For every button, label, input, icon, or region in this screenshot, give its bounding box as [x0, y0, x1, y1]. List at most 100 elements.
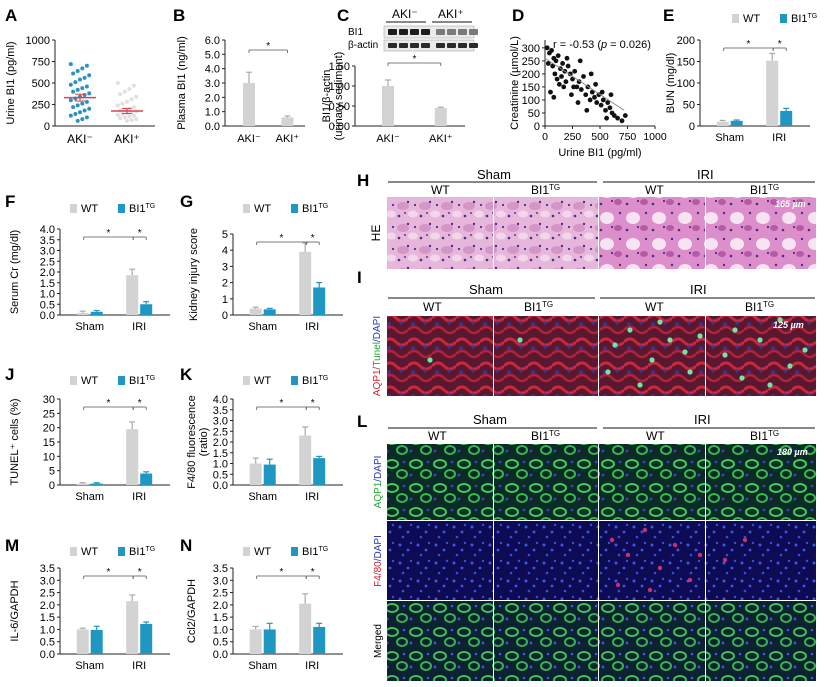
scatter-point — [75, 87, 80, 92]
scatter-point — [608, 92, 614, 98]
sig-star: * — [279, 398, 283, 409]
y-tick-label: 0.0 — [213, 480, 228, 492]
tunel-dot — [732, 327, 738, 333]
scatter-point — [118, 92, 123, 97]
chart-n-ccl2: 0.00.51.01.52.02.53.03.5 Sham IRI * * Ccl2/GA… — [186, 546, 343, 672]
scatter-point — [565, 63, 571, 69]
sig-star: * — [279, 567, 283, 578]
y-tick-label: 250 — [522, 56, 540, 68]
chart-b-plasma-bi1: 0.0 1.0 2.0 3.0 4.0 5.0 6.0 AKI⁻ AKI⁺ * Plasma BI1… — [176, 35, 305, 145]
y-tick-label: 0.5 — [213, 469, 228, 481]
bi1-band — [458, 29, 467, 35]
y-tick-label: 50 — [528, 108, 540, 120]
l-col-bi1-sham: BI1TG — [531, 429, 560, 443]
i-col-wt-iri: WT — [645, 300, 664, 314]
actin-band — [410, 43, 419, 48]
scatter-point — [563, 79, 569, 85]
sig-star: * — [412, 54, 416, 65]
blot-bands — [388, 29, 478, 48]
y-axis-label: (ratio) — [198, 428, 210, 457]
y-tick-label: 3.5 — [40, 563, 55, 575]
scatter-point — [581, 74, 586, 79]
x-tick-label: 1000 — [643, 131, 667, 143]
y-tick-label: 2.5 — [40, 256, 55, 268]
l-aqp1-bi1-sham — [494, 444, 598, 520]
scatter-point — [131, 83, 136, 88]
scatter-point — [548, 89, 553, 95]
y-tick-label: 3 — [222, 261, 228, 273]
y-tick-label: 1.5 — [213, 448, 228, 460]
l-merged-wt-sham — [387, 601, 493, 681]
l-f480-bi1-iri — [706, 521, 816, 600]
y-tick-label: 0.00 — [329, 121, 350, 133]
y-tick-label: 1.50 — [329, 61, 350, 73]
legend-sup: TG — [146, 203, 156, 210]
tunel-dot — [427, 357, 433, 363]
bar-wt-sham — [716, 121, 729, 126]
scatter-point — [131, 113, 136, 118]
scatter-point — [589, 89, 595, 95]
scatter-point — [122, 89, 127, 94]
h-row-label-he: HE — [369, 225, 383, 242]
i-group-sham: Sham — [469, 282, 503, 297]
y-tick-label: 0 — [44, 121, 50, 133]
y-tick-label: 500 — [32, 78, 50, 90]
y-axis-label: Serum Cr (mg/dl) — [9, 230, 21, 314]
bar-wt-iri — [126, 601, 139, 654]
scatter-point — [575, 100, 581, 105]
scatter-point — [71, 89, 76, 94]
legend-label-bi1tg: BI1TG — [302, 375, 328, 387]
x-tick-label: IRI — [305, 660, 319, 672]
y-tick-label: 3.0 — [213, 575, 228, 587]
y-tick-label: 0.0 — [40, 310, 55, 322]
scatter-point — [68, 62, 73, 67]
y-axis-label: IL-6/GAPDH — [9, 580, 21, 641]
scatter-point — [68, 113, 73, 118]
l-row-label-f480: F4/80/DAPI — [373, 535, 384, 587]
y-tick-label: 150 — [522, 82, 540, 94]
scatter-point — [75, 103, 80, 108]
bar-bi1tg-sham — [90, 483, 103, 485]
tunel-dot — [649, 357, 655, 363]
scatter-point — [588, 71, 594, 77]
scatter-point — [576, 79, 582, 85]
bar-wt-iri — [299, 435, 312, 485]
bar-bi1tg-iri — [313, 287, 326, 315]
blot-group-aki-pos: AKI⁺ — [438, 7, 464, 21]
sig-star: * — [778, 39, 782, 50]
x-tick-label: Sham — [248, 321, 277, 333]
bar-bi1tg-iri — [140, 624, 153, 654]
legend-sup: TG — [146, 375, 156, 382]
actin-band — [421, 43, 430, 48]
he-image-bi1-iri — [706, 197, 816, 269]
l-f480-bi1-sham — [494, 521, 598, 600]
bi1-band — [388, 29, 397, 35]
scatter-point — [551, 94, 557, 100]
i-col-bi1-iri: BI1TG — [745, 300, 774, 314]
f480-mark — [742, 537, 748, 543]
bar-bi1tg-sham — [90, 629, 103, 654]
bar-wt-sham — [249, 308, 262, 315]
actin-band — [436, 43, 445, 48]
bar-bi1tg-iri — [313, 626, 326, 654]
bar-bi1tg-sham — [263, 629, 276, 654]
l-merged-bi1-sham — [494, 601, 598, 681]
scatter-point — [87, 73, 92, 78]
panel-h-he-images: Sham IRI WT BI1TG WT BI1TG HE 165 µm — [369, 167, 816, 269]
legend-sup: TG — [319, 375, 329, 382]
x-tick-label: AKI⁻ — [67, 132, 93, 146]
scatter-point — [82, 108, 87, 113]
y-tick-label: 1.5 — [40, 278, 55, 290]
y-axis-label: BI1/β-actin — [321, 70, 333, 123]
scatter-point — [122, 115, 127, 120]
y-tick-label: 0.5 — [40, 637, 55, 649]
actin-band — [388, 43, 397, 48]
l-aqp1-wt-sham — [387, 444, 493, 520]
scatter-point — [544, 45, 550, 51]
scatter-point — [600, 97, 606, 103]
l-row-label-aqp1: AQP1/DAPI — [373, 456, 384, 509]
y-tick-label: 2.0 — [205, 92, 220, 104]
l-group-iri: IRI — [694, 412, 711, 427]
scatter-point — [564, 55, 570, 61]
l-col-bi1-iri: BI1TG — [750, 429, 779, 443]
